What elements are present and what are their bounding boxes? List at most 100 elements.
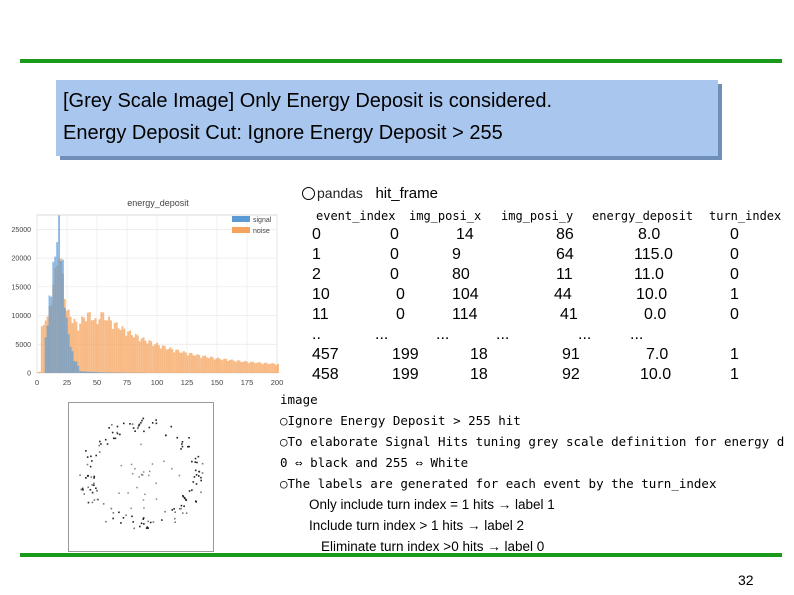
noise-bar <box>71 323 74 373</box>
signal-bar <box>102 372 105 373</box>
legend-noise-swatch <box>232 227 250 233</box>
hit-pixel <box>201 472 204 474</box>
hit-pixel <box>112 517 114 520</box>
hit-pixel <box>104 438 107 441</box>
hit-pixel <box>144 493 146 496</box>
noise-bar <box>190 352 193 373</box>
noise-bar <box>225 358 228 373</box>
noise-bar <box>83 317 85 373</box>
noise-bar <box>111 329 114 373</box>
table-cell-energy-deposit: 115.0 <box>634 246 673 263</box>
signal-bar <box>73 361 76 373</box>
noise-bar <box>117 328 120 373</box>
hit-pixel <box>136 486 138 489</box>
hit-pixel <box>155 419 157 421</box>
noise-bar <box>123 328 126 373</box>
table-cell-img-posi-x: 80 <box>452 266 470 283</box>
noise-bar <box>129 330 132 373</box>
hit-pixel <box>119 433 121 436</box>
noise-bar <box>192 355 195 373</box>
noise-bar <box>131 335 133 373</box>
table-cell-img-posi-x: 18 <box>470 346 488 363</box>
hit-pixel <box>122 517 125 519</box>
hit-pixel <box>102 503 105 505</box>
noise-bar <box>259 362 262 373</box>
hit-pixel <box>90 476 93 478</box>
hit-pixel <box>93 499 96 501</box>
noise-bar <box>209 356 212 373</box>
signal-bar <box>100 372 103 373</box>
y-tick-labels: 0 5000 10000 15000 20000 25000 <box>12 227 32 378</box>
hit-pixel <box>195 474 198 476</box>
hit-pixel <box>95 487 97 490</box>
hit-pixel <box>174 511 176 514</box>
noise-bar <box>205 357 208 373</box>
hit-pixel <box>185 512 188 514</box>
noise-bar <box>140 338 143 373</box>
signal-bar <box>96 372 99 373</box>
table-cell-img-posi-x: 114 <box>452 306 478 323</box>
noise-bar <box>267 363 270 373</box>
title-line-1: [Grey Scale Image] Only Energy Deposit i… <box>63 90 553 112</box>
signal-bars <box>44 215 147 373</box>
hit-pixel <box>174 521 177 524</box>
hit-pixel <box>194 461 197 463</box>
hit-pixel <box>93 475 96 478</box>
noise-bar <box>175 349 178 373</box>
hit-pixel <box>173 508 175 510</box>
hit-pixel <box>108 427 110 429</box>
table-cell-energy-deposit: 10.0 <box>636 286 668 303</box>
column-header-img-posi-x: img_posi_x <box>409 209 482 223</box>
hit-pixel <box>178 474 181 477</box>
x-tick-label: 150 <box>211 378 224 387</box>
noise-bar <box>79 323 82 373</box>
hit-pixel <box>142 499 145 501</box>
y-tick-label: 20000 <box>12 256 32 263</box>
signal-bar <box>75 361 78 373</box>
table-cell-event-index: ... <box>375 326 389 343</box>
hit-pixel <box>91 460 93 462</box>
hit-pixel <box>89 465 92 468</box>
signal-bar <box>65 317 68 373</box>
signal-bar <box>94 371 97 373</box>
hit-pixel <box>138 424 140 427</box>
table-cell-idx: 0 <box>312 226 321 243</box>
histogram-title: energy_deposit <box>127 198 189 208</box>
hit-pixel <box>161 519 163 521</box>
hit-pixel <box>140 443 142 446</box>
noise-bar <box>144 340 147 373</box>
table-cell-energy-deposit: 8.0 <box>638 226 661 243</box>
noise-bar <box>108 316 110 373</box>
hit-pixel <box>120 464 123 467</box>
noise-bar <box>92 319 95 373</box>
hit-pixel <box>130 507 132 510</box>
hit-pixel <box>132 521 135 523</box>
noise-bar <box>127 331 130 373</box>
table-cell-idx: 10 <box>312 286 330 303</box>
hit-pixel <box>180 448 182 450</box>
bottom-green-rule <box>20 553 782 557</box>
hit-pixel <box>130 463 133 466</box>
table-cell-turn-index: 0 <box>730 226 739 243</box>
hit-pixel <box>81 487 84 490</box>
noise-bar <box>119 329 122 373</box>
table-cell-img-posi-y: 91 <box>562 346 580 363</box>
table-cell-turn-index: 1 <box>730 286 739 303</box>
table-cell-idx: 458 <box>312 366 339 383</box>
signal-bar <box>108 372 110 373</box>
noise-bar <box>244 360 247 373</box>
noise-bar <box>269 363 272 373</box>
hit-pixel <box>142 417 145 420</box>
hit-pixel <box>95 454 98 457</box>
table-cell-event-index: 0 <box>396 286 405 303</box>
hit-pixel <box>80 488 83 491</box>
noise-bar <box>77 330 80 373</box>
hit-pixel <box>188 445 190 448</box>
table-cell-idx: 1 <box>312 246 321 263</box>
noise-bar <box>85 321 87 373</box>
hit-pixel <box>140 473 143 476</box>
table-cell-event-index: 0 <box>390 246 399 263</box>
energy-deposit-histogram: energy_deposit 0 5000 10000 15000 20000 25000… <box>12 198 284 387</box>
noise-bar <box>42 325 45 373</box>
table-cell-turn-index: 1 <box>730 366 739 383</box>
